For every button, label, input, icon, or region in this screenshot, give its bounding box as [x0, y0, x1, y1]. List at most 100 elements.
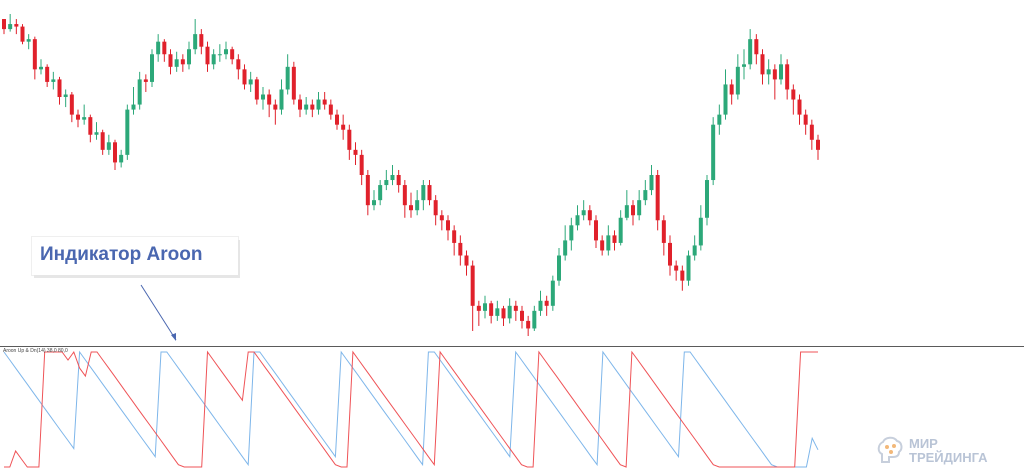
candle-body [298, 99, 302, 110]
candle-body [557, 255, 561, 281]
candle-body [464, 255, 469, 266]
candle-body [32, 39, 37, 70]
candle-body [476, 305, 481, 311]
candle-body [390, 175, 395, 181]
candle-body [113, 142, 117, 163]
candle-body [51, 79, 56, 82]
candle-body [686, 255, 691, 281]
candle-body [100, 132, 105, 150]
candle-body [409, 205, 413, 211]
aroon-indicator-panel [3, 350, 819, 468]
candle-body [156, 41, 161, 55]
candle-body [205, 46, 210, 65]
candle-body [439, 215, 444, 221]
candle-body [680, 270, 685, 281]
candle-body [760, 54, 765, 75]
candle-body [125, 109, 130, 155]
candle-body [600, 240, 605, 251]
candle-body [723, 84, 728, 115]
candle-body [285, 66, 290, 90]
candle-body [341, 124, 346, 130]
candle-body [581, 210, 586, 216]
candle-body [76, 114, 80, 120]
candle-body [809, 124, 814, 140]
candle-body [162, 41, 167, 55]
candle-body [538, 300, 543, 311]
brain-logo-icon [877, 436, 903, 463]
candle-body [637, 200, 642, 216]
candle-body [772, 69, 777, 80]
candle-body [39, 66, 43, 70]
candle-body [365, 175, 370, 206]
candle-body [20, 26, 25, 42]
aroon-down-line [4, 350, 818, 468]
candle-body [692, 245, 697, 256]
candle-body [14, 24, 19, 27]
candle-body [655, 175, 660, 221]
indicator-caption-box: Индикатор Aroon [32, 237, 238, 275]
candle-body [526, 320, 531, 329]
candle-body [335, 114, 339, 125]
candle-body [150, 54, 154, 82]
candle-body [748, 39, 753, 65]
candle-body [137, 79, 142, 105]
candle-body [242, 69, 247, 85]
candle-body [483, 303, 487, 311]
candle-body [754, 39, 759, 55]
candle-body [668, 242, 672, 266]
indicator-panel-label: Aroon Up & Dn(14) 38,0 80,0 [3, 348, 68, 354]
candle-body [248, 79, 253, 85]
candle-body [766, 69, 771, 75]
candle-body [433, 200, 438, 216]
candle-body [94, 132, 99, 135]
candle-body [575, 215, 580, 226]
candle-body [631, 205, 635, 216]
candle-body [711, 124, 716, 181]
candle-body [705, 180, 709, 218]
candle-body [618, 217, 623, 243]
candle-body [717, 114, 722, 125]
candle-body [8, 24, 13, 30]
candle-body [563, 240, 568, 256]
candle-body [372, 200, 376, 206]
candle-body [532, 310, 537, 329]
candle-body [304, 104, 309, 110]
candle-body [88, 117, 93, 135]
candle-body [131, 104, 136, 110]
candle-body [729, 84, 734, 95]
candle-body [119, 154, 124, 163]
candle-body [322, 99, 327, 105]
watermark-line-1: МИР [909, 436, 938, 451]
candle-body [501, 308, 506, 319]
candle-body [261, 94, 265, 100]
candle-body [353, 149, 358, 155]
candle-body [279, 89, 284, 110]
candle-body [143, 79, 148, 82]
candle-body [402, 185, 407, 206]
candle-body [291, 66, 296, 100]
candle-body [785, 64, 790, 90]
candle-body [791, 89, 796, 100]
candle-body [347, 129, 352, 150]
candle-body [310, 104, 315, 110]
candle-body [328, 104, 333, 115]
candle-body [45, 66, 50, 82]
candle-body [273, 104, 278, 110]
candle-body [174, 59, 179, 67]
candle-body [82, 117, 87, 120]
candle-body [661, 220, 666, 243]
price-chart [2, 14, 820, 336]
candle-body [587, 210, 592, 221]
candle-body [359, 154, 364, 175]
candle-body [2, 19, 6, 30]
candle-body [69, 94, 74, 115]
candle-body [217, 54, 222, 56]
candle-body [470, 265, 475, 306]
candle-body [168, 54, 173, 67]
candle-body [649, 175, 654, 191]
candle-body [421, 185, 426, 201]
candle-body [193, 34, 198, 50]
candle-body [520, 310, 524, 321]
panel-divider [0, 346, 1024, 347]
candle-body [267, 94, 272, 105]
